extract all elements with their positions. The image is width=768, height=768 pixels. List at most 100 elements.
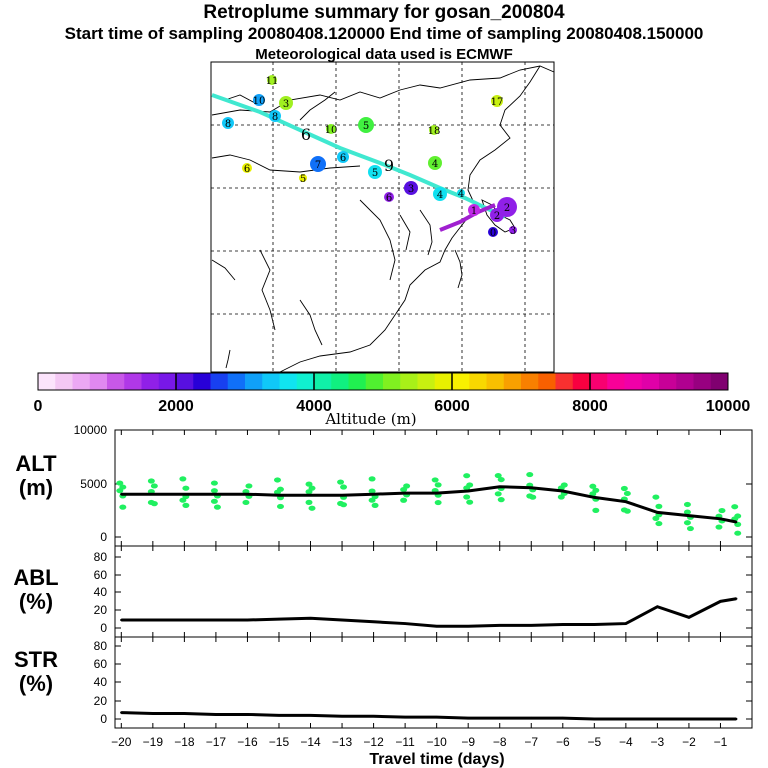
x-tick-label: −18 xyxy=(174,735,195,749)
x-tick-label: −9 xyxy=(461,735,475,749)
altitude-particle xyxy=(116,480,124,486)
map-marker xyxy=(267,75,277,85)
altitude-point xyxy=(340,494,344,497)
altitude-particle xyxy=(497,497,505,503)
colorbar-swatch xyxy=(296,373,315,390)
altitude-point xyxy=(277,494,281,497)
str-point xyxy=(466,716,470,720)
altitude-particle xyxy=(731,504,739,510)
x-tick-label: −3 xyxy=(651,735,665,749)
map-marker-label: 17 xyxy=(491,97,504,108)
map-marker-label: 0 xyxy=(490,228,496,239)
str-axis-unit: (%) xyxy=(19,671,53,696)
abl-point xyxy=(309,617,312,620)
map-marker xyxy=(299,174,307,182)
altitude-particle xyxy=(718,507,726,514)
map-marker-label: 11 xyxy=(266,76,279,87)
str-point xyxy=(735,717,738,721)
colorbar-swatch xyxy=(538,373,556,390)
altitude-frame xyxy=(114,429,753,547)
map-marker-label: 18 xyxy=(428,126,441,137)
abl-ytick-label: 40 xyxy=(94,585,108,599)
map-marker-label: 6 xyxy=(386,193,392,204)
altitude-point xyxy=(624,500,628,503)
altitude-particle xyxy=(400,486,408,493)
abl-point xyxy=(561,623,564,626)
colorbar-swatch xyxy=(641,373,660,390)
altitude-particle xyxy=(592,507,600,513)
abl-ytick-label: 80 xyxy=(94,550,108,564)
altitude-ytick-label: 5000 xyxy=(80,477,107,491)
altitude-particle xyxy=(529,494,537,500)
str-point xyxy=(435,715,438,719)
str-series-line xyxy=(121,711,737,721)
altitude-particle xyxy=(620,485,628,492)
abl-point xyxy=(719,600,722,603)
x-tick-label: −17 xyxy=(206,735,227,749)
altitude-particle xyxy=(305,499,313,505)
colorbar-swatch xyxy=(400,373,418,390)
altitude-particle xyxy=(182,485,190,491)
colorbar-swatch xyxy=(107,373,125,390)
plume-track-short xyxy=(439,203,496,232)
map-marker xyxy=(457,189,465,197)
colorbar-swatch xyxy=(158,373,177,390)
str-point xyxy=(656,717,659,721)
str-ytick-label: 40 xyxy=(94,675,108,689)
altitude-point xyxy=(372,493,375,496)
altitude-particle xyxy=(683,501,691,508)
x-tick-label: −12 xyxy=(363,735,384,749)
abl-point xyxy=(593,623,596,626)
str-point xyxy=(340,715,344,718)
altitude-point xyxy=(435,491,438,495)
map-marker xyxy=(429,125,439,135)
abl-axis-unit: (%) xyxy=(19,589,53,614)
altitude-particle xyxy=(683,509,691,515)
altitude-particle xyxy=(463,485,471,491)
str-point xyxy=(561,716,564,720)
map-marker xyxy=(337,151,349,163)
abl-point xyxy=(530,624,533,627)
colorbar-swatch xyxy=(314,373,332,390)
colorbar-swatch xyxy=(693,373,712,390)
altitude-particle xyxy=(434,482,442,488)
altitude-particle xyxy=(242,499,250,506)
colorbar-swatch xyxy=(262,373,280,390)
abl-frame xyxy=(114,545,753,638)
abl-point xyxy=(466,625,470,628)
map-marker xyxy=(358,117,374,133)
altitude-particle xyxy=(179,476,187,482)
str-point xyxy=(403,715,407,719)
altitude-point xyxy=(656,511,659,514)
altitude-particle xyxy=(210,488,218,494)
map-marker-label: 6 xyxy=(244,164,250,175)
map-marker-label: 10 xyxy=(253,96,266,107)
altitude-particle xyxy=(623,508,631,514)
altitude-particle xyxy=(245,483,253,489)
altitude-particle xyxy=(150,501,158,507)
altitude-particle xyxy=(371,502,379,508)
map-marker xyxy=(509,226,517,234)
altitude-particle xyxy=(305,481,313,487)
str-point xyxy=(372,715,375,718)
colorbar-swatch xyxy=(383,373,401,390)
timeseries-panels: 1000050000ALT(m)806040200ABL(%)806040200… xyxy=(13,423,753,768)
altitude-particle xyxy=(340,484,348,490)
x-tick-label: −1 xyxy=(714,735,728,749)
meteorological-source: Meteorological data used is ECMWF xyxy=(255,46,513,63)
altitude-point xyxy=(120,493,123,496)
x-tick-label: −19 xyxy=(143,735,164,749)
altitude-particle xyxy=(182,502,190,508)
map-marker-label: 5 xyxy=(300,174,306,185)
altitude-point xyxy=(593,496,596,499)
abl-point xyxy=(183,618,186,622)
abl-series-line xyxy=(121,597,737,628)
altitude-particle xyxy=(655,520,663,527)
map-marker-label: 10 xyxy=(325,125,338,136)
map-marker xyxy=(468,204,480,216)
chart-title: Retroplume summary for gosan_200804 xyxy=(203,2,565,23)
map-marker xyxy=(433,187,447,201)
altitude-point xyxy=(498,485,501,488)
map-marker xyxy=(222,117,234,129)
